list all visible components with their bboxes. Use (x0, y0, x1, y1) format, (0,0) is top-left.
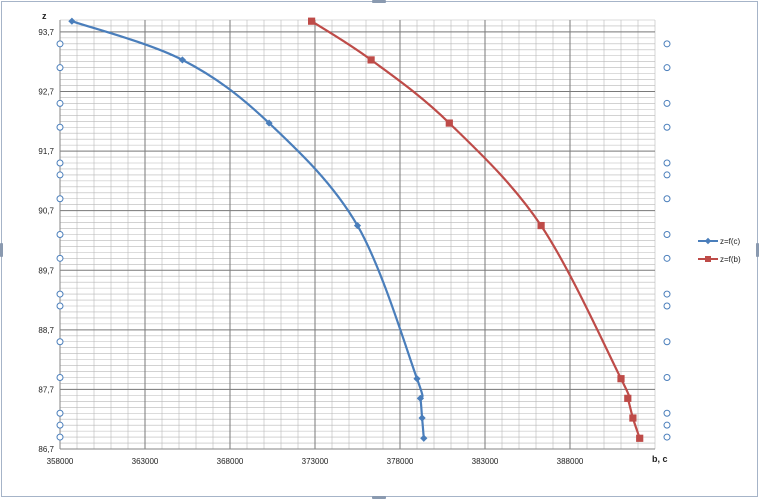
side-marker-left (56, 40, 64, 48)
tick-labels: 86,7 87,7 88,7 89,7 90,7 91,7 92,7 93,7 358000 36… (38, 28, 583, 466)
side-marker-left (56, 302, 64, 310)
x-tick-label: 358000 (47, 457, 74, 466)
side-marker-right (663, 159, 671, 167)
data-point-square (629, 414, 637, 422)
side-marker-left (56, 123, 64, 131)
data-point-diamond (418, 414, 426, 422)
x-tick-label: 388000 (557, 457, 584, 466)
x-tick-label: 378000 (387, 457, 414, 466)
side-marker-left (56, 433, 64, 441)
side-marker-right (663, 123, 671, 131)
data-point-diamond (420, 434, 428, 442)
data-point-square (367, 56, 375, 64)
y-axis-label: z (42, 11, 47, 21)
series-line-1 (71, 20, 425, 439)
side-marker-left (56, 409, 64, 417)
side-marker-right (663, 302, 671, 310)
data-point-diamond (413, 375, 421, 383)
series-line-2 (311, 20, 641, 439)
y-tick-label: 93,7 (38, 28, 54, 37)
legend-marker-diamond (704, 237, 712, 245)
resize-handle-right[interactable] (756, 243, 759, 257)
side-marker-left (56, 195, 64, 203)
y-tick-label: 88,7 (38, 326, 54, 335)
side-marker-right (663, 40, 671, 48)
side-marker-right (663, 254, 671, 262)
y-tick-label: 89,7 (38, 266, 54, 275)
resize-handle-top[interactable] (372, 0, 386, 3)
legend-item-series-2: z=f(b) (698, 255, 741, 264)
side-marker-left (56, 231, 64, 238)
side-marker-left (56, 421, 64, 429)
data-point-square (308, 17, 316, 25)
side-marker-left (56, 99, 64, 107)
data-point-square (445, 119, 453, 127)
legend-marker-square (705, 256, 711, 262)
resize-handle-bottom[interactable] (372, 496, 386, 499)
side-marker-right (663, 171, 671, 179)
side-marker-right (663, 231, 671, 238)
side-marker-right (663, 409, 671, 417)
y-tick-label: 86,7 (38, 445, 54, 454)
x-tick-label: 368000 (217, 457, 244, 466)
side-marker-left (56, 254, 64, 262)
side-marker-left (56, 290, 64, 298)
side-marker-left (56, 64, 64, 72)
data-point-diamond (178, 56, 186, 64)
side-marker-left (56, 171, 64, 179)
side-marker-right (663, 374, 671, 381)
grid (59, 19, 656, 450)
data-point-square (537, 221, 545, 230)
data-point-square (624, 394, 632, 402)
side-marker-right (663, 99, 671, 107)
y-tick-label: 90,7 (38, 207, 54, 216)
x-tick-label: 363000 (132, 457, 159, 466)
side-marker-right (663, 433, 671, 441)
side-marker-right (663, 195, 671, 203)
x-axis-label: b, c (652, 454, 668, 464)
side-marker-left (56, 159, 64, 167)
y-tick-label: 91,7 (38, 147, 54, 156)
data-point-diamond (68, 17, 76, 25)
side-marker-right (663, 64, 671, 72)
y-tick-label: 87,7 (38, 385, 54, 394)
side-markers (56, 40, 671, 441)
side-marker-right (663, 421, 671, 429)
side-marker-left (56, 338, 64, 346)
data-point-square (636, 434, 644, 442)
side-marker-right (663, 290, 671, 298)
side-marker-left (56, 374, 64, 381)
legend-label-series-1: z=f(c) (720, 237, 741, 246)
series (68, 17, 644, 442)
y-tick-label: 92,7 (38, 88, 54, 97)
data-point-diamond (416, 394, 424, 402)
legend: z=f(c) z=f(b) (698, 237, 741, 264)
x-tick-label: 383000 (472, 457, 499, 466)
legend-label-series-2: z=f(b) (720, 255, 741, 264)
data-point-diamond (353, 221, 362, 230)
data-point-diamond (265, 119, 273, 127)
axes: z b, c (42, 11, 668, 464)
data-point-square (617, 375, 625, 383)
x-tick-label: 373000 (302, 457, 329, 466)
side-marker-right (663, 338, 671, 346)
legend-item-series-1: z=f(c) (698, 237, 741, 246)
resize-handle-left[interactable] (0, 243, 3, 257)
